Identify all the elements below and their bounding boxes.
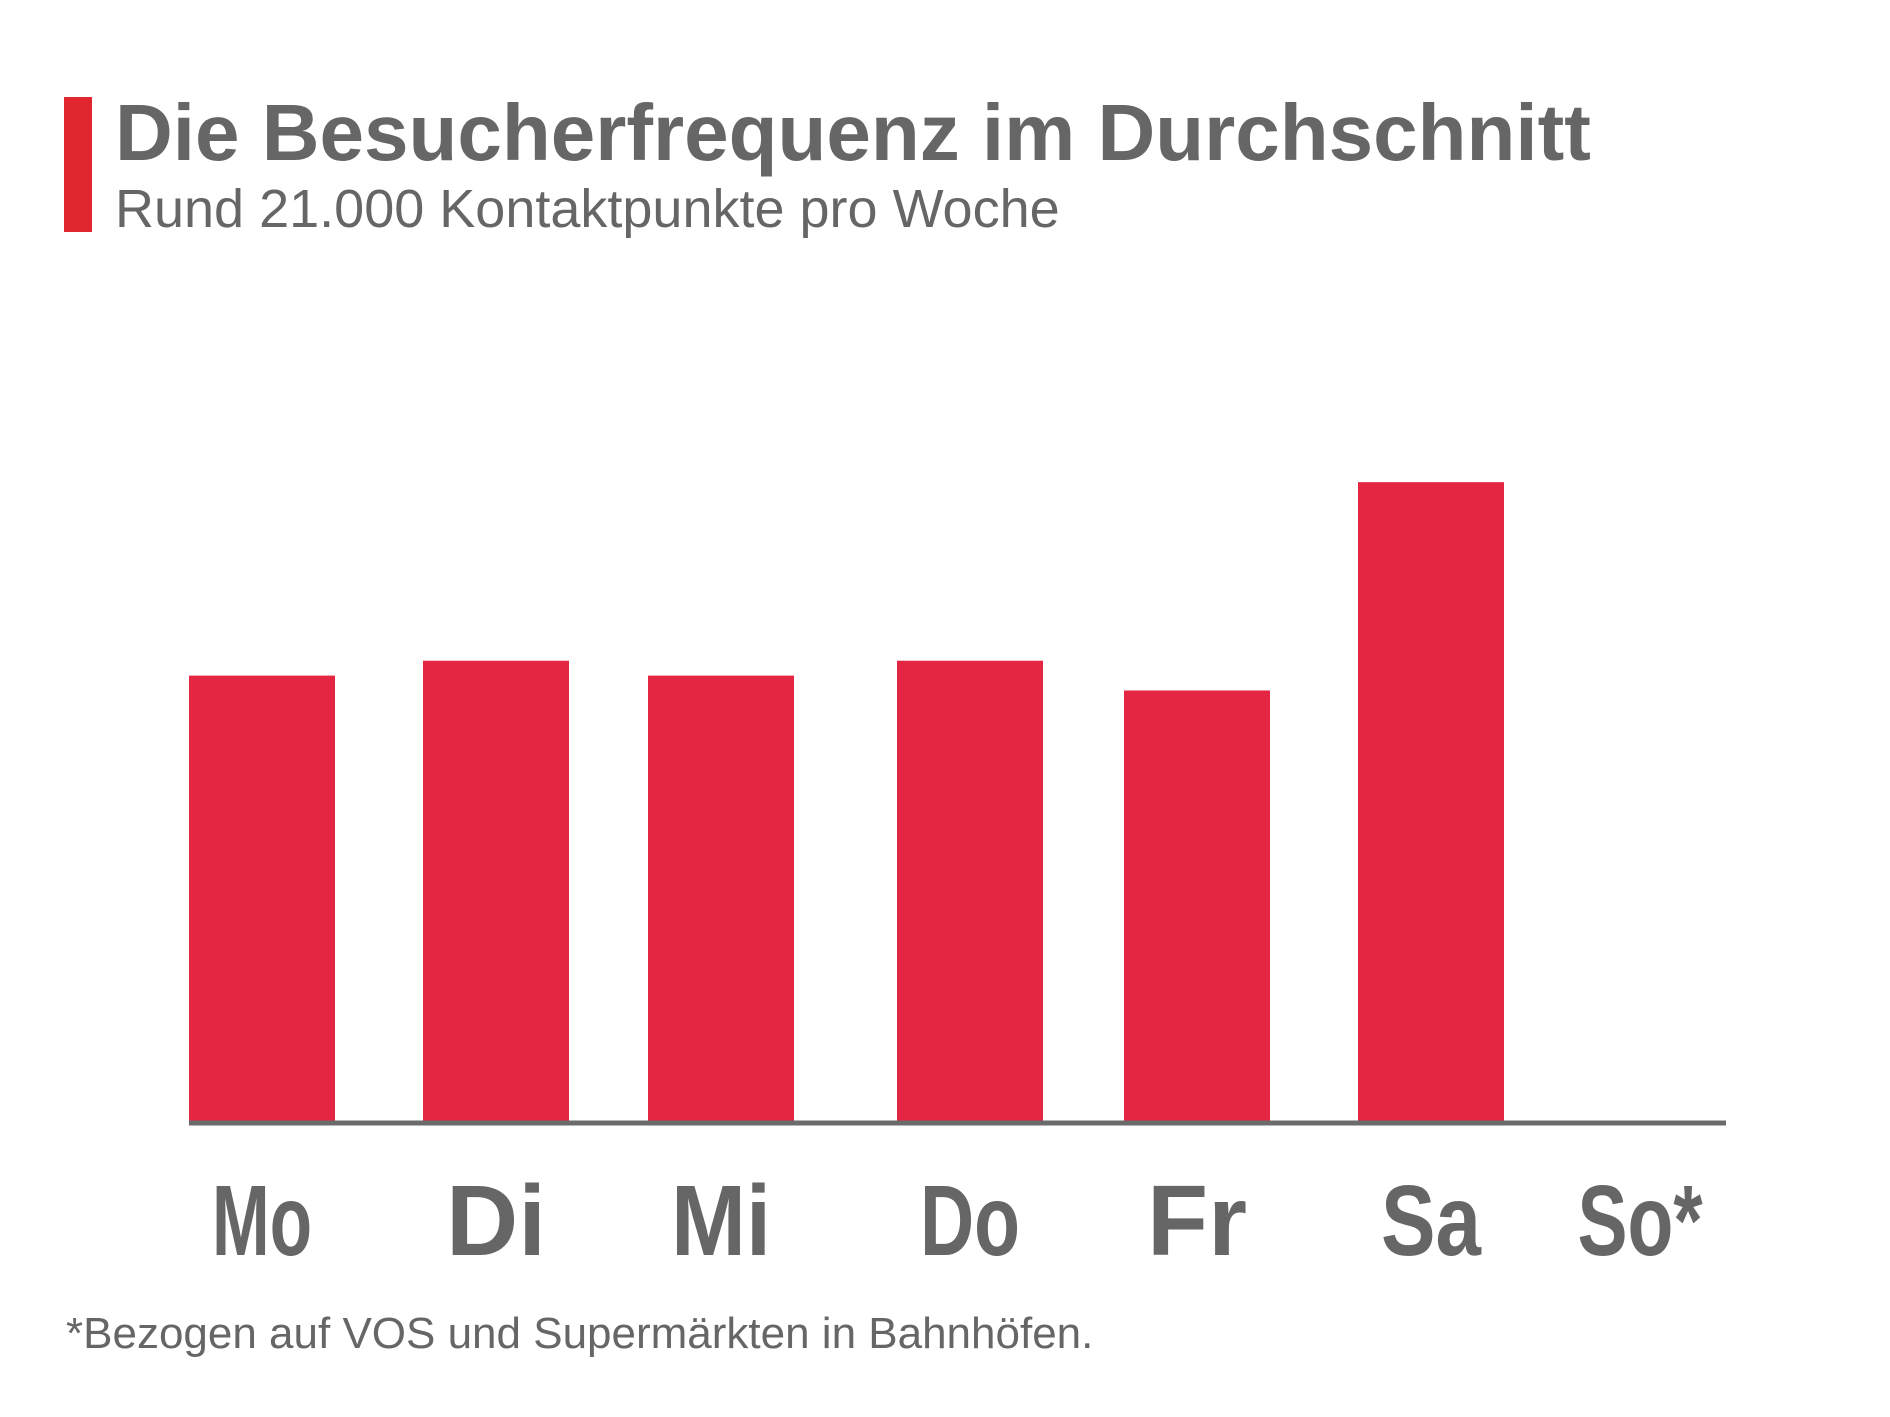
bar-di: [423, 660, 569, 1122]
chart-subtitle: Rund 21.000 Kontaktpunkte pro Woche: [115, 179, 1060, 239]
bars-group: [189, 482, 1504, 1122]
x-tick-label-do: Do: [920, 1165, 1020, 1277]
x-tick-label-so: So*: [1578, 1165, 1703, 1277]
x-tick-label-fr: Fr: [1147, 1165, 1247, 1277]
x-tick-label-di: Di: [446, 1165, 546, 1277]
bar-mo: [189, 675, 335, 1122]
footnote: *Bezogen auf VOS und Supermärkten in Bah…: [66, 1309, 1094, 1358]
bar-do: [897, 660, 1043, 1122]
bar-mi: [648, 675, 794, 1122]
bar-sa: [1358, 482, 1504, 1122]
bar-fr: [1124, 690, 1270, 1122]
x-tick-labels: Mo Di Mi Do Fr Sa So*: [212, 1165, 1703, 1277]
x-tick-label-sa: Sa: [1381, 1165, 1482, 1277]
x-tick-label-mo: Mo: [212, 1165, 312, 1277]
chart-title: Die Besucherfrequenz im Durchschnitt: [115, 88, 1591, 177]
title-accent-bar: [64, 97, 92, 232]
x-tick-label-mi: Mi: [671, 1165, 771, 1277]
